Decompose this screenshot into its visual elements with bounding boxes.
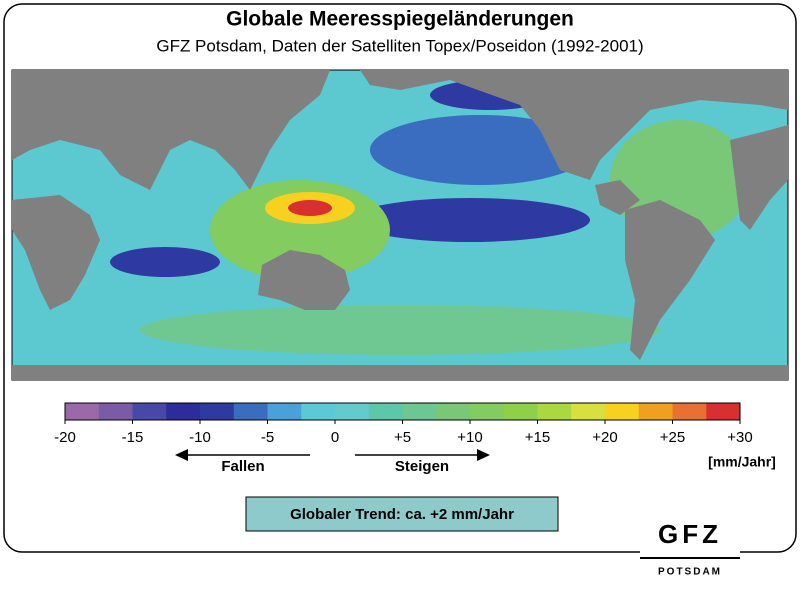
tick-label: -15: [122, 429, 144, 446]
tick-label: +20: [592, 429, 617, 446]
tick-label: -10: [189, 429, 211, 446]
colorbar-swatch: [233, 403, 268, 420]
arrow-head: [175, 449, 188, 461]
tick-label: -20: [54, 429, 76, 446]
arrow-head: [477, 449, 490, 461]
colorbar-swatch: [65, 403, 100, 420]
colorbar-swatch: [368, 403, 403, 420]
colorbar-swatch: [335, 403, 370, 420]
colorbar: -20 -15 -10 -5 0 +5 +10 +15 +20 +25 +30: [54, 402, 753, 446]
colorbar-swatch: [706, 403, 741, 420]
colorbar-swatch: [436, 403, 471, 420]
ocean-region: [140, 305, 660, 355]
colorbar-swatch: [301, 403, 336, 420]
logo-name: GFZ: [658, 519, 722, 549]
map: [11, 69, 789, 381]
colorbar-swatch: [98, 403, 133, 420]
colorbar-swatch: [402, 403, 437, 420]
ocean-region: [110, 247, 220, 277]
arrow-label: Fallen: [221, 458, 264, 475]
colorbar-swatch: [672, 403, 707, 420]
colorbar-swatch: [166, 403, 201, 420]
tick-label: +30: [727, 429, 752, 446]
unit-label: [mm/Jahr]: [708, 454, 776, 470]
colorbar-swatch: [267, 403, 302, 420]
land: [12, 70, 788, 380]
colorbar-swatch: [571, 403, 606, 420]
ocean-region: [370, 115, 590, 185]
tick-label: +5: [394, 429, 411, 446]
colorbar-swatch: [638, 403, 673, 420]
tick-label: +15: [525, 429, 550, 446]
tick-label: 0: [331, 429, 339, 446]
trend-text: Globaler Trend: ca. +2 mm/Jahr: [290, 506, 514, 523]
title: Globale Meeresspiegeländerungen: [226, 8, 574, 31]
colorbar-swatch: [537, 403, 572, 420]
tick-label: +10: [457, 429, 482, 446]
colorbar-swatch: [503, 403, 538, 420]
colorbar-swatch: [200, 403, 235, 420]
tick-label: -5: [261, 429, 274, 446]
colorbar-swatch: [605, 403, 640, 420]
tick-label: +25: [660, 429, 685, 446]
arrow-label: Steigen: [395, 458, 449, 475]
colorbar-swatch: [132, 403, 167, 420]
logo-place: POTSDAM: [658, 567, 722, 578]
ocean-region: [288, 200, 332, 216]
trend-box: [245, 496, 559, 532]
logo-bg: [640, 520, 740, 554]
colorbar-swatch: [470, 403, 505, 420]
ocean-region: [350, 198, 590, 242]
subtitle: GFZ Potsdam, Daten der Satelliten Topex/…: [156, 36, 643, 55]
